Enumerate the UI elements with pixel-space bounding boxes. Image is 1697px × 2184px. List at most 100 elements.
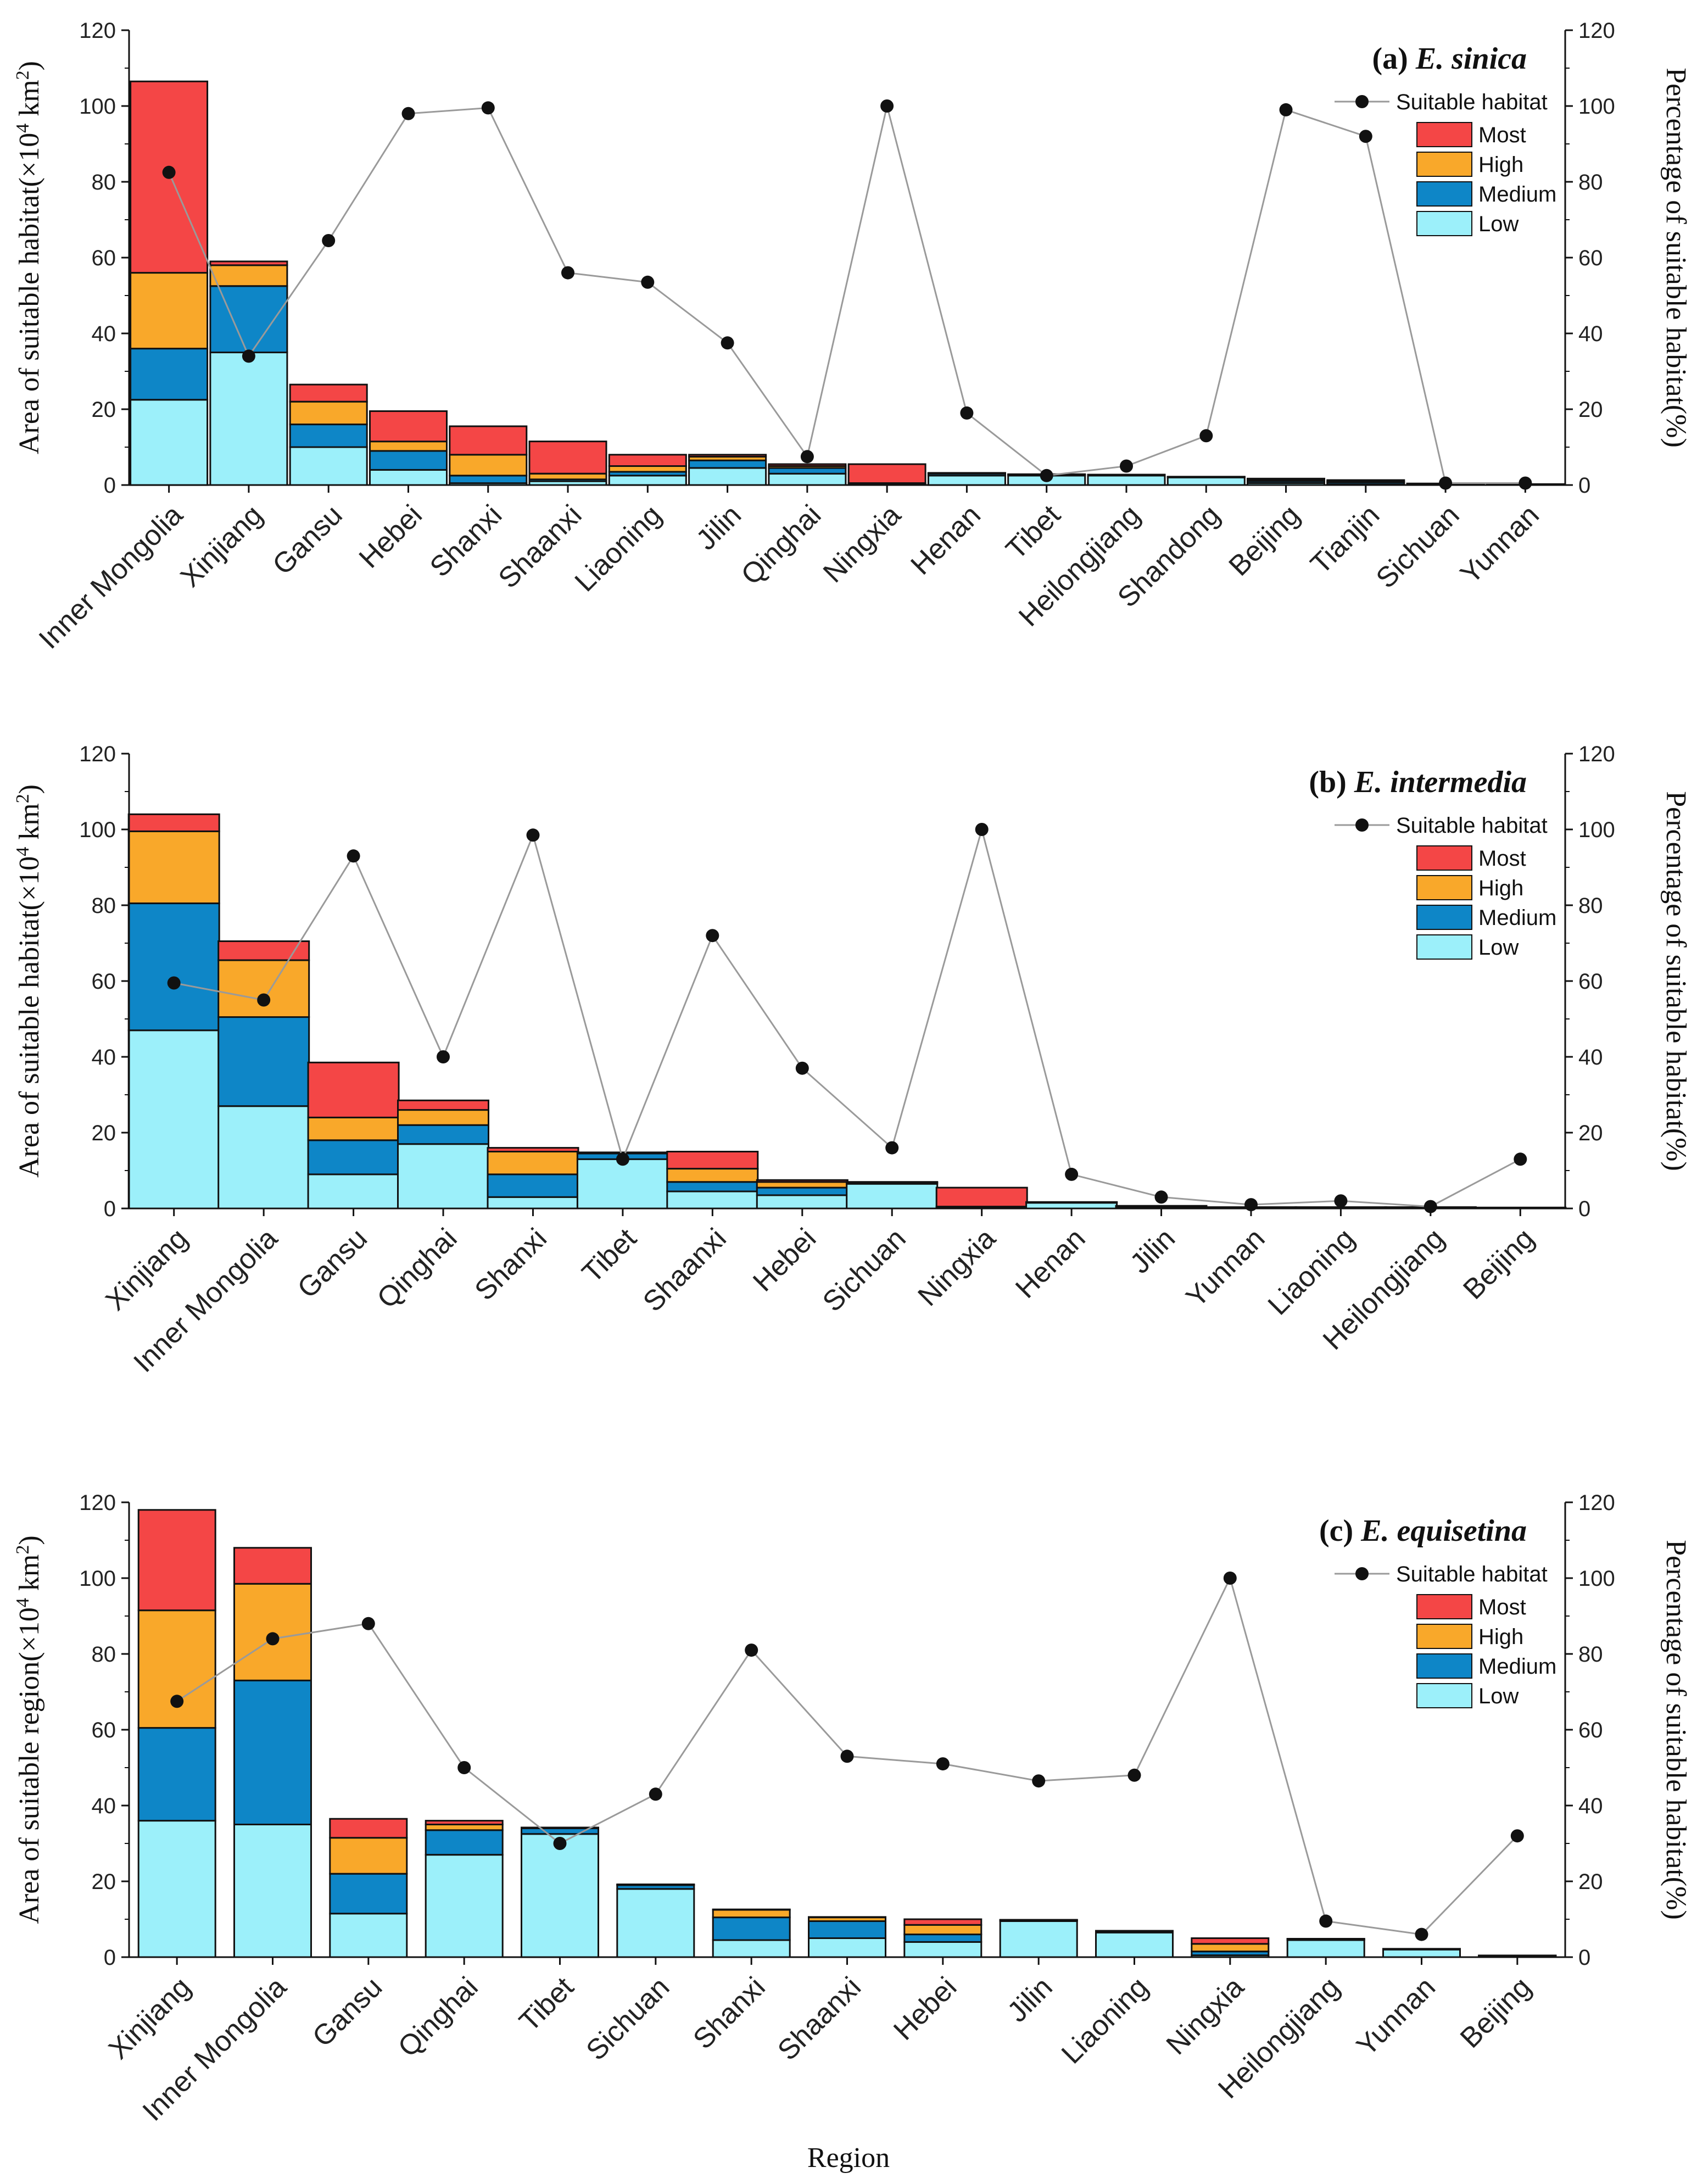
bar-segment-medium	[688, 459, 767, 469]
x-axis-title: Region	[807, 2142, 890, 2174]
suitable-habitat-point	[1040, 469, 1053, 482]
y2-tick-label: 120	[1578, 742, 1615, 766]
bar-segment-most	[233, 1547, 312, 1585]
bar-segment-most	[449, 425, 528, 456]
suitable-habitat-point	[1199, 429, 1213, 443]
suitable-habitat-point	[481, 101, 495, 115]
suitable-habitat-point	[242, 349, 255, 363]
bar-segment-most	[487, 1147, 579, 1153]
legend: Suitable habitat Most High Medium Low	[1335, 1562, 1556, 1708]
suitable-habitat-point	[1415, 1927, 1428, 1941]
suitable-habitat-point	[167, 976, 181, 990]
bar-segment-most	[608, 454, 687, 467]
suitable-habitat-point	[706, 929, 719, 943]
bar-group	[137, 1509, 1557, 1958]
y2-tick-label: 0	[1578, 1197, 1590, 1221]
y-tick-label: 100	[79, 94, 116, 119]
legend-label-suitable-habitat: Suitable habitat	[1396, 90, 1548, 114]
bar-segment-high	[209, 264, 288, 287]
suitable-habitat-point	[266, 1632, 280, 1646]
bar-segment-most	[217, 940, 310, 961]
bar-segment-medium	[369, 450, 448, 471]
y-tick-label: 20	[92, 1870, 116, 1894]
panel-title-prefix: (a)	[1372, 42, 1415, 76]
y-tick-label: 100	[79, 818, 116, 842]
legend-label-suitable-habitat: Suitable habitat	[1396, 1562, 1548, 1586]
suitable-habitat-point	[1120, 459, 1133, 473]
bar-segment-low	[217, 1105, 310, 1210]
suitable-habitat-point	[936, 1757, 950, 1771]
legend-swatch-medium	[1416, 181, 1472, 207]
suitable-habitat-point	[800, 450, 814, 464]
suitable-habitat-point	[1439, 476, 1453, 490]
bar-segment-high	[397, 1109, 489, 1126]
y-axis-title-part: )	[14, 784, 45, 794]
bar-segment-most	[688, 454, 767, 458]
bar-segment-high	[127, 830, 220, 905]
y2-tick-label: 120	[1578, 19, 1615, 43]
suitable-habitat-point	[960, 406, 974, 420]
suitable-habitat-point	[347, 849, 360, 863]
bar-segment-most	[903, 1918, 983, 1926]
bar-segment-high	[307, 1116, 400, 1141]
bar-segment-most	[209, 260, 288, 266]
bar-segment-most	[935, 1186, 1028, 1208]
bar-segment-low	[903, 1941, 983, 1958]
panel-title-species: E. intermedia	[1354, 765, 1527, 799]
legend-label-most: Most	[1478, 123, 1526, 147]
legend-label-low: Low	[1478, 935, 1519, 960]
y2-tick-label: 0	[1578, 473, 1590, 498]
bar-segment-low	[1095, 1931, 1174, 1958]
y2-tick-label: 0	[1578, 1946, 1590, 1970]
bar-segment-high	[1191, 1943, 1270, 1953]
legend-label-medium: Medium	[1478, 182, 1556, 207]
bar-segment-low	[209, 352, 288, 486]
bar-segment-high	[756, 1181, 848, 1189]
bar-segment-medium	[449, 475, 528, 484]
bar-segment-medium	[768, 467, 847, 475]
legend-swatch-most	[1416, 122, 1472, 147]
bar-segment-most	[289, 383, 368, 403]
bar-segment-medium	[666, 1181, 759, 1193]
panel-title-species: E. equisetina	[1360, 1514, 1527, 1548]
suitable-habitat-point	[1359, 130, 1372, 143]
y2-tick-label: 40	[1578, 322, 1603, 346]
bar-segment-most	[329, 1818, 408, 1839]
bar-segment-most	[1286, 1938, 1365, 1940]
suitable-habitat-point	[1223, 1572, 1237, 1585]
bar-segment-low	[137, 1820, 216, 1958]
suitable-habitat-point	[170, 1695, 184, 1708]
suitable-habitat-point	[795, 1061, 809, 1075]
y-axis-title-part: km	[14, 1555, 45, 1598]
panel-title: (b) E. intermedia	[1309, 765, 1527, 799]
y-axis-title: Area of suitable habitat(×104 km2)	[13, 784, 46, 1178]
suitable-habitat-point	[721, 336, 734, 350]
bar-segment-low	[608, 475, 687, 486]
bar-segment-most	[307, 1061, 400, 1118]
y-tick-label: 20	[92, 398, 116, 422]
y2-tick-label: 20	[1578, 1870, 1603, 1894]
y2-tick-label: 20	[1578, 398, 1603, 422]
legend-line-marker	[1355, 1567, 1369, 1580]
y2-tick-label: 80	[1578, 1642, 1603, 1667]
y2-tick-label: 100	[1578, 1567, 1615, 1591]
bar-segment-most	[846, 1181, 939, 1183]
bar-segment-medium	[289, 424, 368, 448]
legend-label-low: Low	[1478, 212, 1519, 236]
bar-segment-medium	[712, 1916, 791, 1941]
suitable-habitat-point	[745, 1643, 758, 1657]
bar-segment-low	[130, 399, 209, 486]
panel-title-prefix: (b)	[1309, 765, 1354, 799]
bar-segment-low	[1087, 475, 1166, 486]
suitable-habitat-point	[1319, 1914, 1333, 1928]
legend-label-high: High	[1478, 1625, 1523, 1649]
bar-segment-low	[846, 1183, 939, 1210]
y-tick-label: 0	[104, 1946, 116, 1970]
y2-axis-title: Percentage of suitable habitat(%)	[1660, 791, 1692, 1171]
suitable-habitat-point	[1244, 1198, 1258, 1212]
y2-tick-label: 60	[1578, 1718, 1603, 1742]
y-axis-title: Area of suitable habitat(×104 km2)	[13, 61, 46, 454]
suitable-habitat-point	[1424, 1200, 1437, 1213]
suitable-habitat-point	[1065, 1167, 1079, 1181]
y-tick-label: 120	[79, 19, 116, 43]
